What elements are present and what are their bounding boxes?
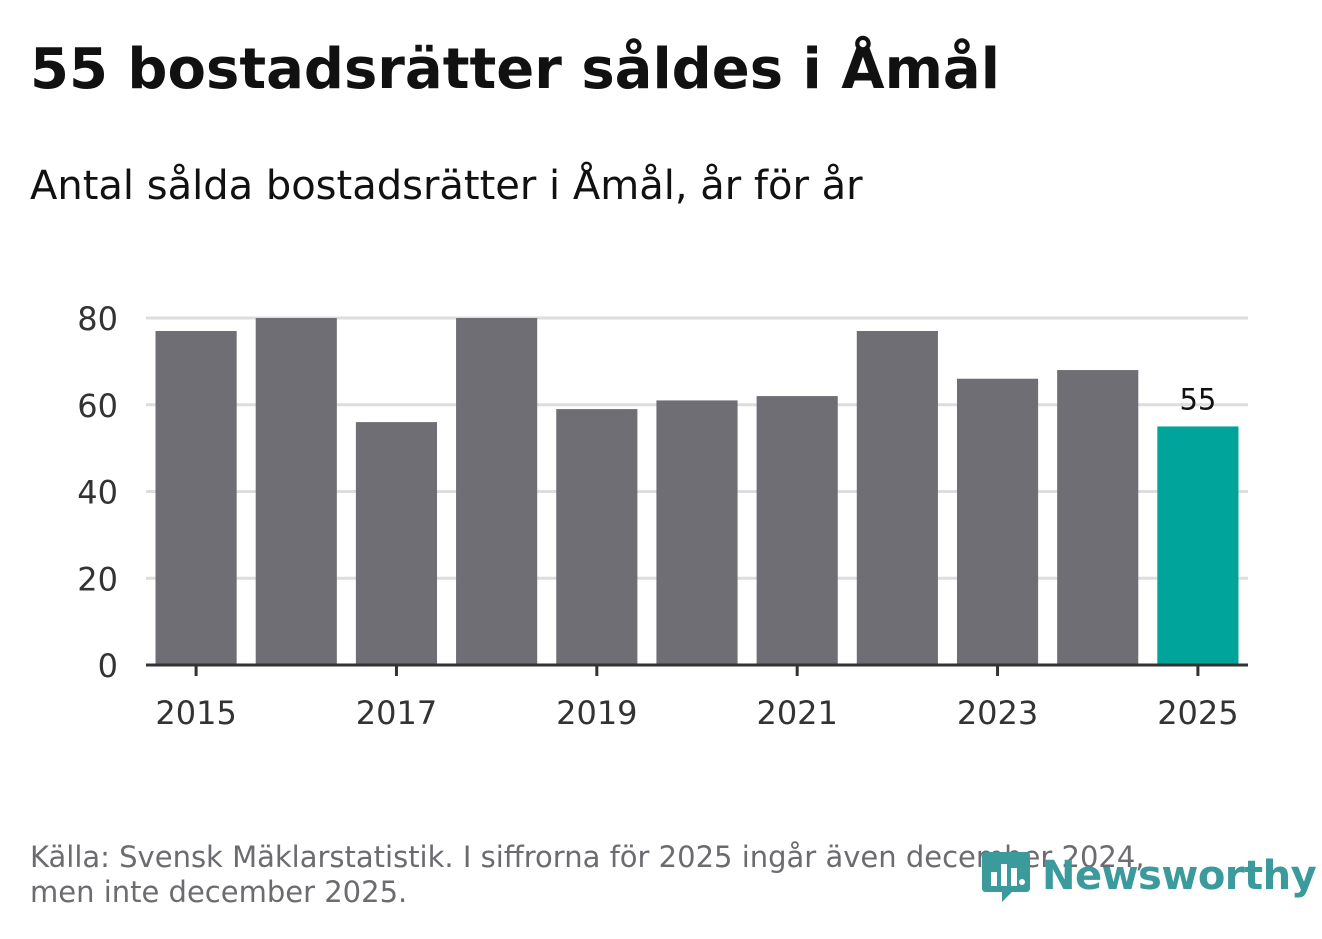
x-tick-label: 2015 [155,694,236,732]
newsworthy-logo: Newsworthy [980,848,1317,904]
bar-2019 [556,409,638,665]
source-line-1: Källa: Svensk Mäklarstatistik. I siffror… [30,840,1145,874]
data-labels: 55 [1179,382,1216,416]
x-tick-label: 2017 [356,694,437,732]
bar-2024 [1057,370,1139,665]
x-axis-ticks: 2015 2017 2019 2021 2023 2025 [155,665,1239,732]
bar-2015 [155,331,237,665]
chart-title: 55 bostadsrätter såldes i Åmål [30,37,1000,102]
y-axis-tick-labels: 0 20 40 60 80 [77,300,118,685]
bar-2018 [456,318,538,665]
bar-2023 [956,378,1039,665]
y-tick-label: 60 [77,387,118,425]
newsworthy-logo-icon [982,852,1030,902]
bar-2021 [756,396,838,665]
x-tick-label: 2023 [957,694,1038,732]
bar-2017 [355,422,438,665]
bar-chart: 0 20 40 60 80 55 2015 2017 2019 2021 2023 2025 [77,300,1248,732]
y-tick-label: 80 [77,300,118,338]
y-tick-label: 40 [77,474,118,512]
bar-2025 [1157,426,1239,665]
y-tick-label: 20 [77,560,118,598]
bar-2020 [656,400,738,665]
source-note: Källa: Svensk Mäklarstatistik. I siffror… [30,840,1145,910]
bar-2016 [255,318,337,665]
chart-subtitle: Antal sålda bostadsrätter i Åmål, år för… [30,163,863,209]
x-tick-label: 2021 [756,694,837,732]
y-tick-label: 0 [98,647,118,685]
x-tick-label: 2019 [556,694,637,732]
source-line-2: men inte december 2025. [30,875,408,909]
bars [155,318,1239,665]
bar-2022 [856,331,938,665]
x-tick-label: 2025 [1157,694,1238,732]
logo-text: Newsworthy [1042,853,1317,899]
data-label: 55 [1179,382,1216,416]
